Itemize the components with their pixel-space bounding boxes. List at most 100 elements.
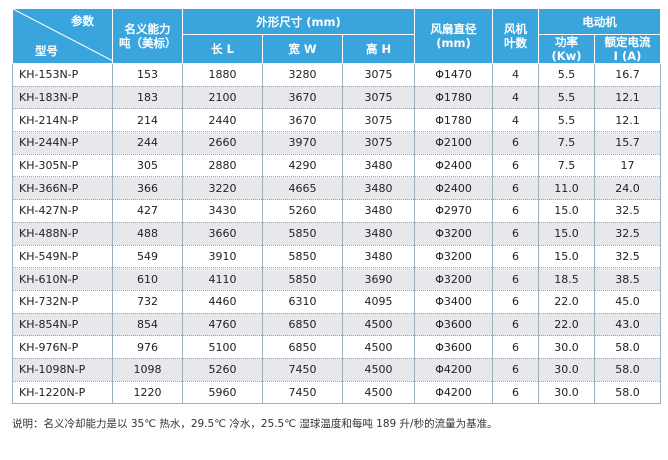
width-cell: 6310 [262, 290, 343, 314]
table-row: KH-153N-P 153 1880 3280 3075 Φ1470 4 5.5 16.7 [12, 63, 662, 87]
table-row: KH-488N-P 488 3660 5850 3480 Φ3200 6 15.0 32.5 [12, 222, 662, 246]
model-cell: KH-488N-P [12, 222, 113, 246]
fan-diameter-header: 风扇直径 (mm) [414, 8, 494, 64]
power-cell: 7.5 [538, 154, 596, 178]
height-cell: 3480 [341, 154, 416, 178]
width-cell: 4665 [262, 176, 343, 201]
current-cell: 12.1 [594, 108, 662, 133]
length-cell: 3910 [182, 245, 263, 269]
length-cell: 4460 [182, 290, 263, 314]
blades-cell: 6 [492, 199, 540, 223]
power-cell: 30.0 [538, 381, 596, 405]
power-cell: 22.0 [538, 290, 596, 314]
table-row: KH-183N-P 183 2100 3670 3075 Φ1780 4 5.5 12.1 [12, 86, 662, 110]
motor-group-header: 电动机 [538, 8, 662, 35]
blades-cell: 4 [492, 63, 540, 87]
width-cell: 6850 [262, 335, 343, 359]
blades-cell: 6 [492, 222, 540, 246]
power-cell: 7.5 [538, 131, 596, 155]
length-cell: 5960 [182, 381, 263, 405]
width-cell: 5850 [262, 267, 343, 291]
fan-diameter-cell: Φ1470 [414, 63, 494, 87]
dims-group-header: 外形尺寸 (mm) [181, 8, 416, 35]
table-row: KH-610N-P 610 4110 5850 3690 Φ3200 6 18.5 38.5 [12, 267, 662, 291]
height-cell: 3480 [341, 222, 416, 246]
width-cell: 5850 [262, 245, 343, 269]
model-cell: KH-1098N-P [12, 358, 113, 382]
model-cell: KH-549N-P [12, 245, 113, 269]
spec-table: 参数 型号 名义能力吨（美标） 外形尺寸 (mm) 风扇直径 (mm) 风机叶数… [12, 8, 662, 405]
length-cell: 5260 [182, 358, 263, 382]
model-label: 型号 [35, 44, 58, 58]
power-cell: 30.0 [538, 335, 596, 359]
capacity-cell: 244 [112, 131, 183, 155]
model-cell: KH-366N-P [12, 176, 113, 201]
current-cell: 58.0 [594, 358, 662, 382]
width-cell: 3670 [262, 108, 343, 133]
blades-header: 风机叶数 [492, 8, 540, 64]
model-cell: KH-1220N-P [12, 381, 113, 405]
blades-cell: 6 [492, 131, 540, 155]
current-cell: 32.5 [594, 245, 662, 269]
height-cell: 3075 [341, 86, 416, 110]
width-cell: 6850 [262, 313, 343, 337]
width-cell: 7450 [262, 381, 343, 405]
power-cell: 15.0 [538, 245, 596, 269]
capacity-header: 名义能力吨（美标） [112, 8, 183, 64]
blades-cell: 6 [492, 335, 540, 359]
capacity-cell: 610 [112, 267, 183, 291]
current-cell: 43.0 [594, 313, 662, 337]
height-cell: 3075 [341, 131, 416, 155]
model-cell: KH-854N-P [12, 313, 113, 337]
capacity-cell: 854 [112, 313, 183, 337]
table-row: KH-1220N-P 1220 5960 7450 4500 Φ4200 6 30.0 58.0 [12, 381, 662, 405]
length-cell: 2440 [182, 108, 263, 133]
model-cell: KH-244N-P [12, 131, 113, 155]
height-cell: 3480 [341, 176, 416, 201]
blades-cell: 6 [492, 245, 540, 269]
length-cell: 5100 [182, 335, 263, 359]
spec-table-container: 参数 型号 名义能力吨（美标） 外形尺寸 (mm) 风扇直径 (mm) 风机叶数… [12, 8, 662, 431]
table-row: KH-549N-P 549 3910 5850 3480 Φ3200 6 15.0 32.5 [12, 245, 662, 269]
height-cell: 4500 [341, 358, 416, 382]
power-cell: 15.0 [538, 222, 596, 246]
current-cell: 15.7 [594, 131, 662, 155]
model-cell: KH-214N-P [12, 108, 113, 133]
table-row: KH-305N-P 305 2880 4290 3480 Φ2400 6 7.5 17 [12, 154, 662, 178]
capacity-cell: 427 [112, 199, 183, 223]
model-cell: KH-976N-P [12, 335, 113, 359]
header-diagonal-line [13, 9, 112, 61]
fan-diameter-cell: Φ2400 [414, 154, 494, 178]
power-cell: 5.5 [538, 86, 596, 110]
power-cell: 11.0 [538, 176, 596, 201]
power-cell: 18.5 [538, 267, 596, 291]
length-cell: 4760 [182, 313, 263, 337]
length-cell: 2660 [182, 131, 263, 155]
width-cell: 3970 [262, 131, 343, 155]
fan-diameter-cell: Φ3600 [414, 335, 494, 359]
current-cell: 32.5 [594, 199, 662, 223]
current-cell: 58.0 [594, 335, 662, 359]
fan-diameter-cell: Φ1780 [414, 86, 494, 110]
capacity-cell: 732 [112, 290, 183, 314]
capacity-cell: 549 [112, 245, 183, 269]
current-cell: 12.1 [594, 86, 662, 110]
height-cell: 3075 [341, 63, 416, 87]
power-header: 功率 (Kw) [538, 34, 596, 64]
height-cell: 4095 [341, 290, 416, 314]
blades-cell: 6 [492, 313, 540, 337]
fan-diameter-cell: Φ4200 [414, 381, 494, 405]
length-header: 长 L [182, 34, 263, 64]
capacity-cell: 976 [112, 335, 183, 359]
blades-cell: 6 [492, 154, 540, 178]
width-cell: 5850 [262, 222, 343, 246]
blades-cell: 6 [492, 381, 540, 405]
height-cell: 4500 [341, 313, 416, 337]
length-cell: 2880 [182, 154, 263, 178]
capacity-cell: 1220 [112, 381, 183, 405]
capacity-cell: 214 [112, 108, 183, 133]
fan-diameter-cell: Φ3200 [414, 267, 494, 291]
table-row: KH-366N-P 366 3220 4665 3480 Φ2400 6 11.0 24.0 [12, 176, 662, 201]
fan-diameter-cell: Φ2100 [414, 131, 494, 155]
table-row: KH-976N-P 976 5100 6850 4500 Φ3600 6 30.0 58.0 [12, 335, 662, 359]
